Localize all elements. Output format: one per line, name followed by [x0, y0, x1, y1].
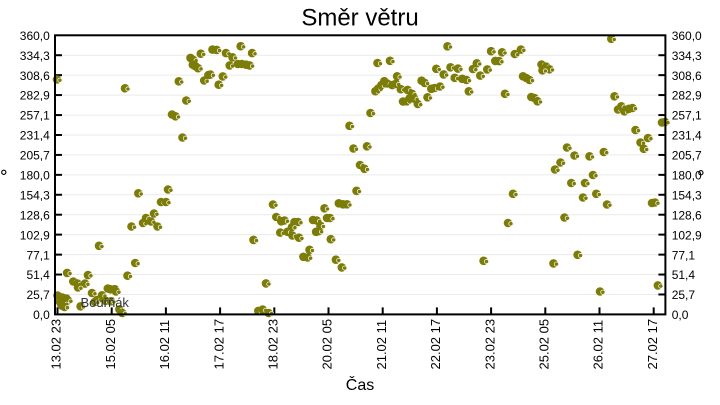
svg-text:154,3: 154,3 — [672, 188, 702, 202]
svg-text:77,1: 77,1 — [672, 248, 696, 262]
svg-text:334,3: 334,3 — [672, 49, 702, 63]
svg-text:257,1: 257,1 — [672, 109, 702, 123]
svg-text:13.02 23: 13.02 23 — [49, 319, 64, 370]
svg-text:17.02 17: 17.02 17 — [211, 319, 226, 370]
svg-text:Směr větru: Směr větru — [301, 5, 418, 32]
svg-text:27.02 17: 27.02 17 — [645, 319, 660, 370]
svg-text:18.02 23: 18.02 23 — [266, 319, 281, 370]
svg-text:180,0: 180,0 — [20, 169, 50, 183]
svg-text:51,4: 51,4 — [26, 268, 50, 282]
svg-text:128,6: 128,6 — [20, 208, 50, 222]
svg-text:21.02 11: 21.02 11 — [374, 320, 389, 370]
svg-text:Bouřňák: Bouřňák — [81, 295, 130, 310]
svg-text:25,7: 25,7 — [672, 288, 696, 302]
svg-text:26.02 11: 26.02 11 — [591, 320, 606, 370]
svg-text:Čas: Čas — [346, 375, 374, 394]
svg-text:22.02 17: 22.02 17 — [428, 319, 443, 370]
svg-text:282,9: 282,9 — [672, 89, 702, 103]
svg-text:128,6: 128,6 — [672, 208, 702, 222]
svg-text:0,0: 0,0 — [672, 308, 689, 322]
svg-text:16.02 11: 16.02 11 — [157, 320, 172, 370]
svg-text:205,7: 205,7 — [20, 149, 50, 163]
svg-text:205,7: 205,7 — [672, 149, 702, 163]
svg-text:102,9: 102,9 — [672, 228, 702, 242]
svg-text:308,6: 308,6 — [20, 69, 50, 83]
svg-text:360,0: 360,0 — [20, 29, 50, 43]
svg-text:20.02 05: 20.02 05 — [320, 319, 335, 370]
svg-text:154,3: 154,3 — [20, 188, 50, 202]
svg-text:360,0: 360,0 — [672, 29, 702, 43]
svg-text:180,0: 180,0 — [672, 169, 702, 183]
svg-text:51,4: 51,4 — [672, 268, 696, 282]
svg-text:25.02 05: 25.02 05 — [537, 319, 552, 370]
svg-text:282,9: 282,9 — [20, 89, 50, 103]
svg-text:0,0: 0,0 — [33, 308, 50, 322]
svg-text:25,7: 25,7 — [26, 288, 50, 302]
svg-text:231,4: 231,4 — [20, 129, 50, 143]
svg-text:334,3: 334,3 — [20, 49, 50, 63]
svg-text:308,6: 308,6 — [672, 69, 702, 83]
svg-text:257,1: 257,1 — [20, 109, 50, 123]
svg-text:77,1: 77,1 — [26, 248, 50, 262]
svg-text:23.02 23: 23.02 23 — [482, 319, 497, 370]
svg-text:102,9: 102,9 — [20, 228, 50, 242]
svg-text:15.02 05: 15.02 05 — [103, 319, 118, 370]
svg-text:231,4: 231,4 — [672, 129, 702, 143]
